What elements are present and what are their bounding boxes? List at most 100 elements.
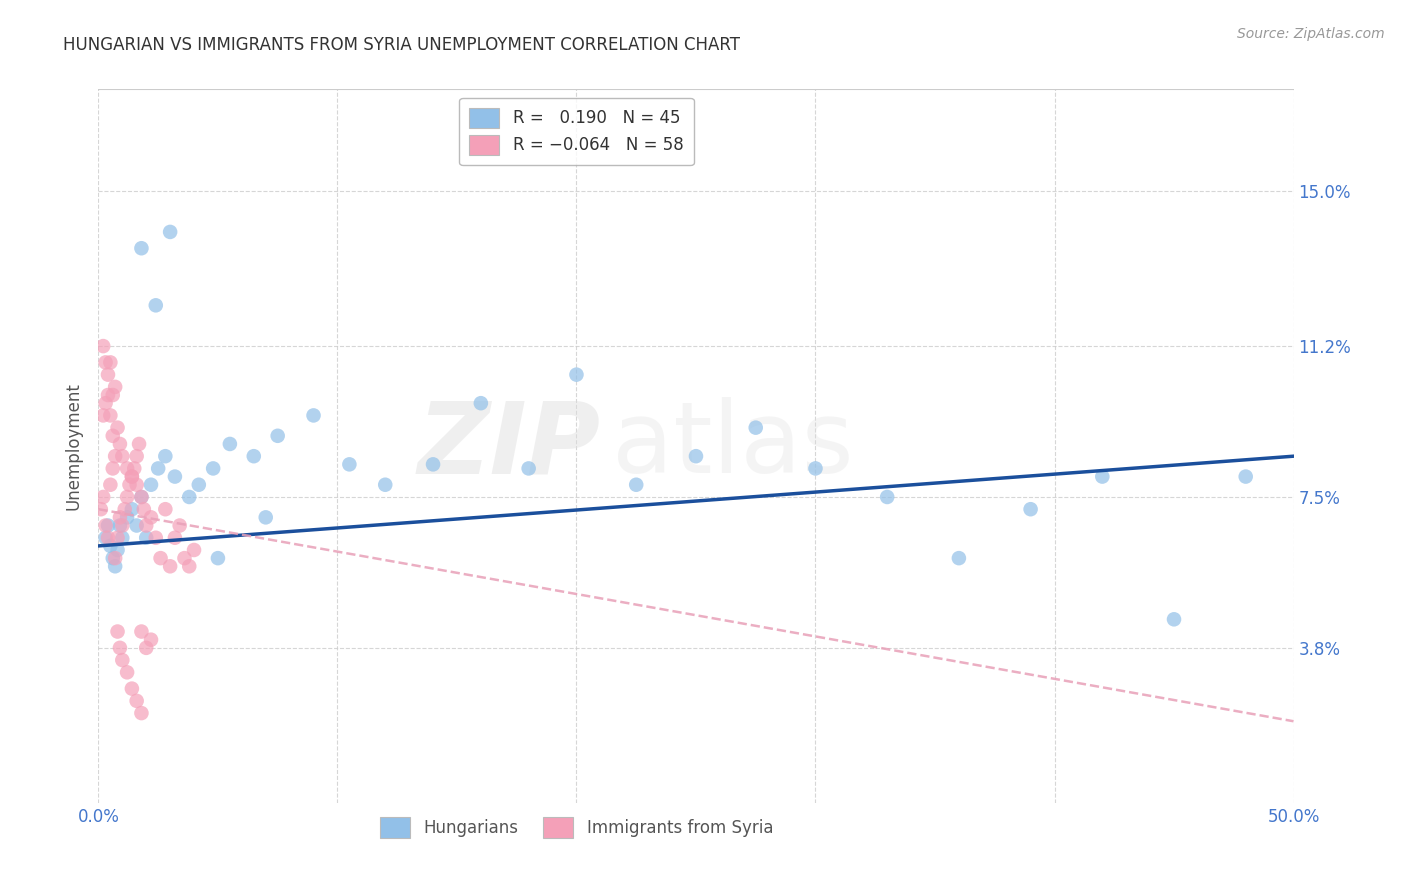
Point	[125, 477, 148, 491]
Point	[517, 461, 540, 475]
Point	[1234, 469, 1257, 483]
Point	[121, 502, 143, 516]
Point	[131, 706, 153, 720]
Point	[876, 490, 898, 504]
Point	[149, 551, 172, 566]
Point	[159, 559, 181, 574]
Point	[101, 461, 124, 475]
Point	[155, 502, 177, 516]
Point	[139, 632, 162, 647]
Point	[131, 490, 153, 504]
Point	[187, 477, 209, 491]
Point	[107, 543, 129, 558]
Point	[111, 518, 134, 533]
Point	[135, 531, 157, 545]
Point	[111, 531, 134, 545]
Point	[101, 551, 124, 566]
Point	[108, 437, 131, 451]
Point	[626, 477, 648, 491]
Point	[685, 449, 707, 463]
Point	[422, 458, 444, 472]
Point	[128, 437, 150, 451]
Point	[101, 429, 124, 443]
Y-axis label: Unemployment: Unemployment	[65, 382, 83, 510]
Point	[107, 531, 129, 545]
Point	[91, 409, 114, 423]
Point	[139, 477, 162, 491]
Point	[97, 518, 120, 533]
Point	[179, 490, 201, 504]
Point	[169, 518, 191, 533]
Point	[94, 396, 117, 410]
Point	[302, 409, 325, 423]
Point	[90, 502, 112, 516]
Point	[339, 458, 361, 472]
Point	[183, 543, 205, 558]
Point	[145, 531, 167, 545]
Point	[97, 368, 120, 382]
Point	[173, 551, 195, 566]
Point	[108, 640, 131, 655]
Text: ZIP: ZIP	[418, 398, 600, 494]
Point	[115, 490, 138, 504]
Point	[159, 225, 181, 239]
Point	[121, 681, 143, 696]
Point	[145, 298, 167, 312]
Point	[97, 388, 120, 402]
Point	[804, 461, 827, 475]
Point	[111, 449, 134, 463]
Point	[111, 653, 134, 667]
Point	[94, 518, 117, 533]
Point	[155, 449, 177, 463]
Point	[163, 469, 186, 483]
Point	[115, 665, 138, 680]
Point	[254, 510, 277, 524]
Point	[243, 449, 266, 463]
Point	[131, 241, 153, 255]
Point	[118, 477, 141, 491]
Point	[125, 518, 148, 533]
Point	[163, 531, 186, 545]
Point	[98, 355, 122, 369]
Point	[207, 551, 229, 566]
Point	[135, 640, 157, 655]
Point	[374, 477, 396, 491]
Point	[135, 518, 157, 533]
Point	[470, 396, 492, 410]
Point	[1019, 502, 1042, 516]
Text: Source: ZipAtlas.com: Source: ZipAtlas.com	[1237, 27, 1385, 41]
Point	[97, 531, 120, 545]
Point	[98, 539, 122, 553]
Point	[267, 429, 290, 443]
Point	[114, 502, 136, 516]
Legend: Hungarians, Immigrants from Syria: Hungarians, Immigrants from Syria	[373, 811, 780, 845]
Point	[125, 694, 148, 708]
Point	[1091, 469, 1114, 483]
Point	[107, 624, 129, 639]
Point	[565, 368, 588, 382]
Point	[108, 518, 131, 533]
Point	[104, 559, 127, 574]
Point	[94, 355, 117, 369]
Point	[115, 461, 138, 475]
Point	[98, 477, 122, 491]
Point	[148, 461, 170, 475]
Text: HUNGARIAN VS IMMIGRANTS FROM SYRIA UNEMPLOYMENT CORRELATION CHART: HUNGARIAN VS IMMIGRANTS FROM SYRIA UNEMP…	[63, 36, 741, 54]
Point	[1163, 612, 1185, 626]
Point	[132, 502, 155, 516]
Point	[131, 624, 153, 639]
Point	[131, 490, 153, 504]
Point	[745, 420, 768, 434]
Point	[948, 551, 970, 566]
Point	[104, 551, 127, 566]
Point	[91, 490, 114, 504]
Point	[104, 449, 127, 463]
Point	[101, 388, 124, 402]
Point	[98, 409, 122, 423]
Point	[115, 510, 138, 524]
Point	[202, 461, 225, 475]
Point	[139, 510, 162, 524]
Point	[104, 380, 127, 394]
Text: atlas: atlas	[613, 398, 853, 494]
Point	[179, 559, 201, 574]
